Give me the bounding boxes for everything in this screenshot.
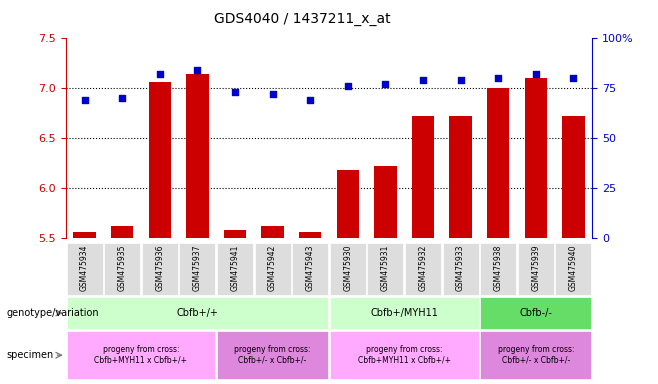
- Text: GSM475931: GSM475931: [381, 245, 390, 291]
- Bar: [336, 170, 359, 238]
- Text: GSM475942: GSM475942: [268, 245, 277, 291]
- Text: GSM475932: GSM475932: [418, 245, 428, 291]
- FancyBboxPatch shape: [330, 331, 478, 379]
- Text: Cbfb+/MYH11: Cbfb+/MYH11: [370, 308, 438, 318]
- Point: [230, 89, 240, 95]
- Point: [155, 71, 165, 78]
- Text: progeny from cross:
Cbfb+MYH11 x Cbfb+/+: progeny from cross: Cbfb+MYH11 x Cbfb+/+: [358, 346, 451, 365]
- FancyBboxPatch shape: [66, 243, 103, 295]
- FancyBboxPatch shape: [330, 243, 366, 295]
- Bar: [449, 116, 472, 238]
- Bar: [562, 116, 585, 238]
- Text: Cbfb+/+: Cbfb+/+: [176, 308, 218, 318]
- FancyBboxPatch shape: [367, 243, 403, 295]
- Text: GSM475938: GSM475938: [494, 245, 503, 291]
- Point: [343, 83, 353, 89]
- Bar: [111, 226, 134, 238]
- Text: GSM475933: GSM475933: [456, 245, 465, 291]
- FancyBboxPatch shape: [330, 297, 478, 328]
- FancyBboxPatch shape: [66, 297, 328, 328]
- Text: specimen: specimen: [7, 350, 54, 360]
- FancyBboxPatch shape: [217, 243, 253, 295]
- Point: [455, 77, 466, 83]
- FancyBboxPatch shape: [555, 243, 592, 295]
- Text: progeny from cross:
Cbfb+MYH11 x Cbfb+/+: progeny from cross: Cbfb+MYH11 x Cbfb+/+: [95, 346, 188, 365]
- Point: [117, 95, 128, 101]
- FancyBboxPatch shape: [292, 243, 328, 295]
- Point: [530, 71, 541, 78]
- FancyBboxPatch shape: [480, 297, 592, 328]
- FancyBboxPatch shape: [255, 243, 291, 295]
- Bar: [487, 88, 509, 238]
- Bar: [73, 232, 96, 238]
- FancyBboxPatch shape: [518, 243, 554, 295]
- Text: progeny from cross:
Cbfb+/- x Cbfb+/-: progeny from cross: Cbfb+/- x Cbfb+/-: [497, 346, 574, 365]
- FancyBboxPatch shape: [480, 243, 517, 295]
- Bar: [299, 232, 322, 238]
- Text: GSM475930: GSM475930: [343, 245, 352, 291]
- FancyBboxPatch shape: [480, 331, 592, 379]
- Text: GSM475937: GSM475937: [193, 245, 202, 291]
- Text: GSM475936: GSM475936: [155, 245, 164, 291]
- Text: Cbfb-/-: Cbfb-/-: [519, 308, 552, 318]
- Text: GSM475941: GSM475941: [230, 245, 240, 291]
- Bar: [524, 78, 547, 238]
- Text: GSM475939: GSM475939: [531, 245, 540, 291]
- Text: genotype/variation: genotype/variation: [7, 308, 99, 318]
- Point: [493, 75, 503, 81]
- Bar: [374, 166, 397, 238]
- Point: [418, 77, 428, 83]
- Bar: [261, 226, 284, 238]
- FancyBboxPatch shape: [405, 243, 441, 295]
- Point: [380, 81, 391, 88]
- Text: GSM475940: GSM475940: [569, 245, 578, 291]
- Point: [305, 97, 315, 103]
- Point: [568, 75, 578, 81]
- Bar: [186, 74, 209, 238]
- Bar: [149, 82, 171, 238]
- FancyBboxPatch shape: [66, 331, 215, 379]
- Text: GSM475943: GSM475943: [306, 245, 315, 291]
- Text: GDS4040 / 1437211_x_at: GDS4040 / 1437211_x_at: [215, 12, 391, 25]
- FancyBboxPatch shape: [104, 243, 140, 295]
- Bar: [412, 116, 434, 238]
- Text: GSM475934: GSM475934: [80, 245, 89, 291]
- Bar: [224, 230, 246, 238]
- Point: [192, 67, 203, 73]
- FancyBboxPatch shape: [180, 243, 215, 295]
- Text: progeny from cross:
Cbfb+/- x Cbfb+/-: progeny from cross: Cbfb+/- x Cbfb+/-: [234, 346, 311, 365]
- Point: [80, 97, 90, 103]
- FancyBboxPatch shape: [443, 243, 478, 295]
- FancyBboxPatch shape: [217, 331, 328, 379]
- Point: [267, 91, 278, 98]
- Text: GSM475935: GSM475935: [118, 245, 127, 291]
- FancyBboxPatch shape: [141, 243, 178, 295]
